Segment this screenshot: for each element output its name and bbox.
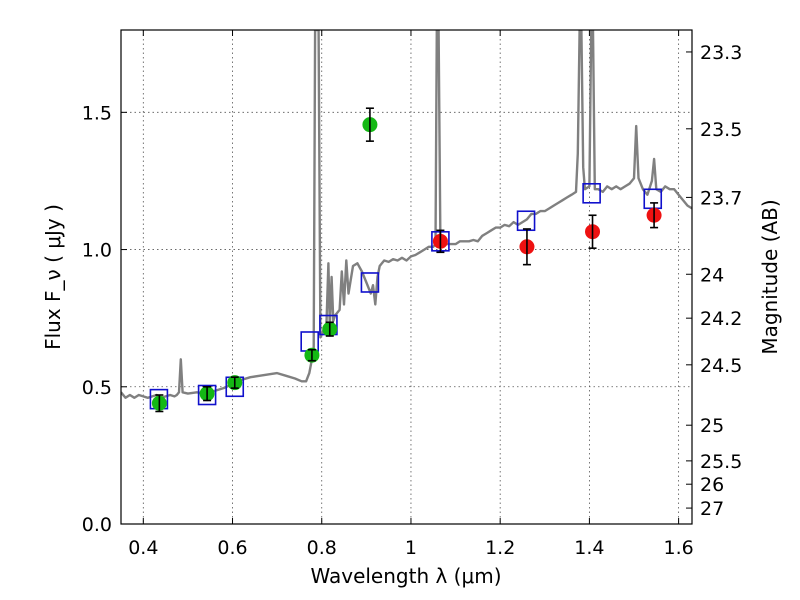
model-box <box>582 182 601 204</box>
right-tick-label: 23.7 <box>700 187 742 209</box>
y-axis-label: Flux F_ν ( μJy ) <box>41 204 65 350</box>
right-tick-label: 24 <box>700 264 724 286</box>
y-tick-label: 1.5 <box>82 102 112 124</box>
right-tick-label: 23.5 <box>700 119 742 141</box>
x-tick-label: 1.2 <box>485 537 515 559</box>
y-tick-label: 1.0 <box>82 240 112 262</box>
x-tick-label: 1.6 <box>664 537 694 559</box>
right-tick-label: 24.5 <box>700 355 742 377</box>
x-tick-label: 0.6 <box>217 537 247 559</box>
model-box <box>197 384 217 406</box>
model-box <box>516 210 536 232</box>
x-tick-label: 0.4 <box>128 537 158 559</box>
x-tick-label: 0.8 <box>307 537 337 559</box>
plot-content <box>121 30 692 413</box>
x-tick-label: 1 <box>405 537 417 559</box>
axes: 0.4 0.6 0.8 1 1.2 1.4 1.6 0.0 0.5 1.0 1.5 23.3 23.5 2… <box>82 30 742 559</box>
right-tick-label: 27 <box>700 498 724 520</box>
model-box <box>360 272 380 293</box>
right-tick-label: 25 <box>700 415 724 437</box>
right-tick-label: 23.3 <box>700 42 742 64</box>
right-tick-label: 24.2 <box>700 308 742 330</box>
y-axis-right-label: Magnitude (AB) <box>758 199 782 354</box>
right-tick-label: 25.5 <box>700 451 742 473</box>
plot-frame <box>120 29 693 525</box>
x-axis-label: Wavelength λ (μm) <box>310 564 501 588</box>
y-tick-label: 0.0 <box>82 514 112 536</box>
y-tick-label: 0.5 <box>82 377 112 399</box>
right-tick-label: 26 <box>700 474 724 496</box>
x-tick-label: 1.4 <box>574 537 604 559</box>
